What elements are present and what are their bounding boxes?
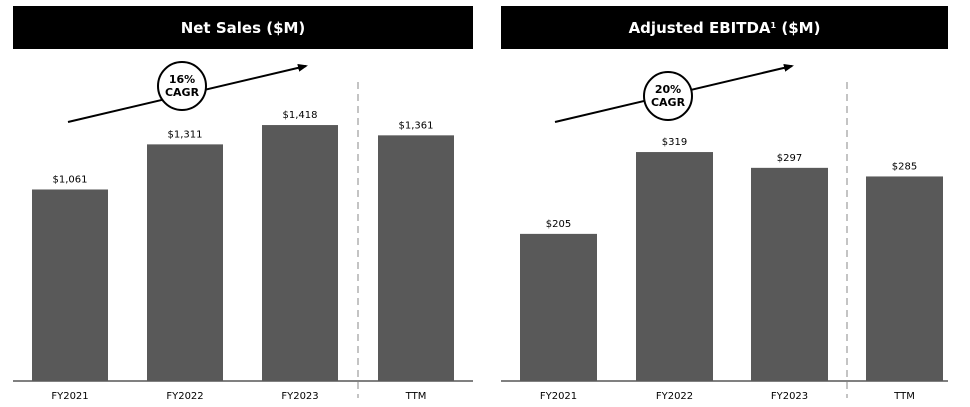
value-label: $1,361 bbox=[399, 120, 434, 131]
value-label: $1,311 bbox=[168, 129, 203, 140]
bar-fy2022 bbox=[636, 152, 713, 381]
category-label: TTM bbox=[405, 391, 427, 402]
bar-fy2023 bbox=[262, 125, 338, 382]
net-sales-title: Net Sales ($M) bbox=[13, 6, 473, 49]
adjusted-ebitda-cagr-badge: 20% CAGR bbox=[643, 71, 693, 121]
net-sales-panel: Net Sales ($M) $1,061 FY2021 $1,311 FY2022 $… bbox=[13, 6, 473, 402]
net-sales-chart: $1,061 FY2021 $1,311 FY2022 $1,418 FY2023 $1,3… bbox=[13, 63, 473, 402]
value-label: $319 bbox=[662, 137, 687, 148]
bar-ttm bbox=[866, 176, 943, 381]
category-label: FY2022 bbox=[166, 391, 203, 402]
bar-fy2022 bbox=[147, 144, 223, 381]
bar-ttm bbox=[378, 135, 454, 381]
adjusted-ebitda-chart: $205 FY2021 $319 FY2022 $297 FY2023 $285 TTM bbox=[501, 63, 948, 402]
net-sales-cagr-badge: 16% CAGR bbox=[157, 61, 207, 111]
bar-fy2023 bbox=[751, 167, 828, 381]
bar-fy2021 bbox=[520, 233, 597, 381]
adjusted-ebitda-title: Adjusted EBITDA 1 ($M) bbox=[501, 6, 948, 49]
category-label: TTM bbox=[893, 391, 915, 402]
category-label: FY2022 bbox=[656, 391, 693, 402]
category-label: FY2023 bbox=[771, 391, 808, 402]
value-label: $297 bbox=[777, 153, 802, 164]
value-label: $285 bbox=[892, 161, 917, 172]
category-label: FY2021 bbox=[51, 391, 88, 402]
value-label: $1,418 bbox=[283, 110, 318, 121]
bar-fy2021 bbox=[32, 189, 108, 381]
category-label: FY2023 bbox=[281, 391, 318, 402]
adjusted-ebitda-panel: Adjusted EBITDA 1 ($M) $205 FY2021 $319 FY20… bbox=[485, 0, 970, 407]
value-label: $205 bbox=[546, 219, 571, 230]
value-label: $1,061 bbox=[53, 174, 88, 185]
category-label: FY2021 bbox=[540, 391, 577, 402]
